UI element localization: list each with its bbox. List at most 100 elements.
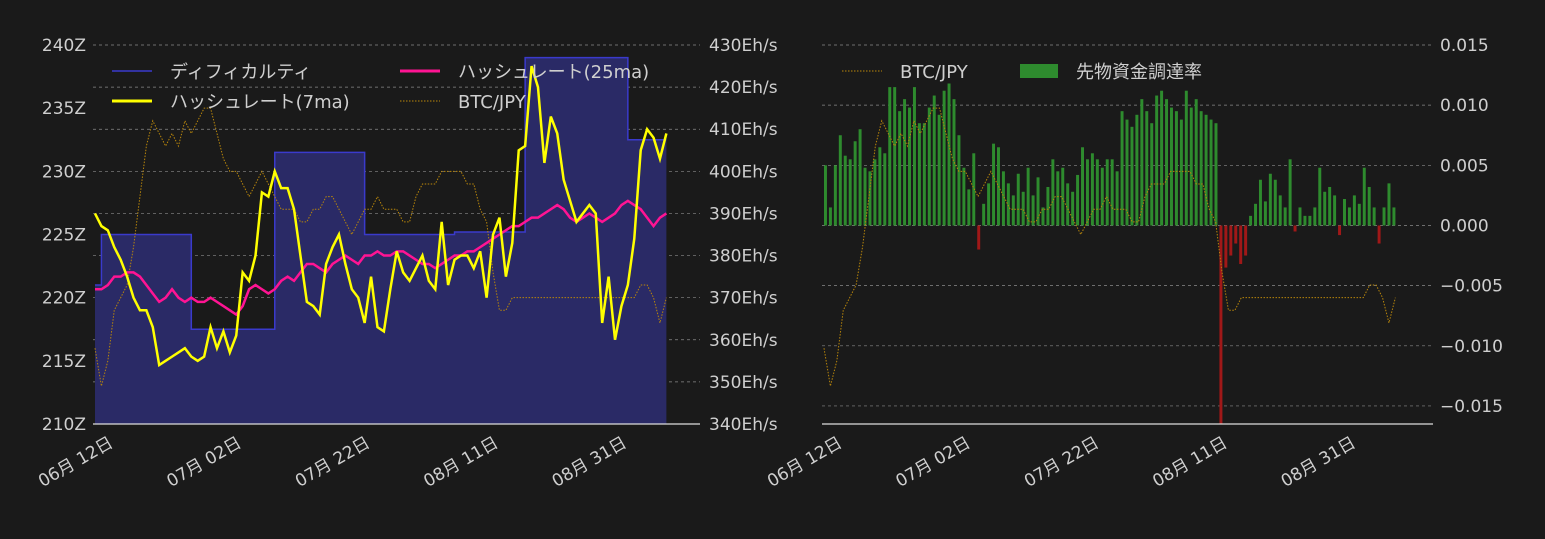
funding-bar (1105, 159, 1109, 226)
funding-bar (1031, 195, 1035, 226)
funding-bar (888, 87, 892, 226)
x-tick-label: 08月 31日 (1278, 433, 1360, 492)
legend-label-hash7: ハッシュレート(7ma) (170, 92, 350, 113)
funding-bar (1293, 225, 1297, 232)
hash25-line (95, 199, 668, 317)
funding-bar (1268, 173, 1272, 226)
y-tick-label: 0.005 (1440, 156, 1489, 176)
funding-bar (1298, 207, 1302, 226)
funding-bar (962, 167, 966, 226)
funding-bar (1036, 177, 1040, 226)
funding-bar (1066, 183, 1070, 226)
funding-bar (1071, 191, 1075, 226)
y-right-tick-label: 380Eh/s (709, 247, 778, 267)
y-left-tick-label: 215Z (42, 352, 86, 372)
funding-bar (1150, 123, 1154, 226)
funding-bar (833, 165, 837, 226)
funding-bar (903, 99, 907, 226)
funding-bar (1021, 191, 1025, 226)
funding-bar (1165, 99, 1169, 226)
funding-bar (1328, 186, 1332, 226)
funding-bar (863, 167, 867, 226)
y-right-tick-label: 390Eh/s (709, 204, 778, 224)
funding-bar (912, 87, 916, 226)
funding-bar (824, 165, 827, 226)
funding-bar (992, 143, 996, 226)
x-tick-label: 07月 22日 (1021, 433, 1103, 492)
funding-bar (927, 107, 931, 226)
funding-bar (1135, 114, 1139, 226)
funding-bar (1303, 215, 1307, 226)
funding-bar (1333, 195, 1337, 226)
funding-bar (1224, 225, 1228, 268)
funding-bar (967, 189, 971, 226)
funding-bar (848, 159, 852, 226)
funding-bar (1204, 114, 1208, 226)
y-left-tick-label: 220Z (42, 289, 86, 309)
funding-bar (1308, 215, 1312, 226)
funding-bar (868, 171, 872, 226)
y-tick-label: 0.010 (1440, 96, 1489, 116)
funding-bar (1011, 195, 1015, 226)
x-tick-label: 06月 12日 (35, 433, 117, 492)
x-tick-label: 07月 02日 (893, 433, 975, 492)
funding-bar (1387, 183, 1391, 226)
funding-bar (1115, 171, 1119, 226)
x-tick-label: 07月 22日 (292, 433, 374, 492)
funding-bar (1120, 111, 1124, 226)
funding-bar (893, 87, 897, 226)
funding-bar (898, 111, 902, 226)
funding-bar (1392, 207, 1396, 226)
funding-bar (922, 123, 926, 226)
funding-bar (982, 203, 986, 226)
x-tick-label: 08月 11日 (420, 433, 502, 492)
funding-bar (1199, 111, 1203, 226)
legend-label-funding: 先物資金調達率 (1076, 62, 1202, 83)
legend-label-difficulty: ディフィカルティ (170, 62, 311, 83)
funding-bar (1318, 167, 1322, 226)
y-left-tick-label: 240Z (42, 36, 86, 56)
y-left-tick-label: 230Z (42, 162, 86, 182)
funding-bar (1155, 95, 1159, 226)
funding-bar (1283, 207, 1287, 226)
y-left-tick-label: 225Z (42, 226, 86, 246)
funding-bar (947, 83, 951, 226)
x-tick-label: 07月 02日 (164, 433, 246, 492)
funding-bar (1323, 191, 1327, 226)
funding-bar (878, 147, 882, 226)
difficulty-area (95, 57, 667, 425)
funding-bar (942, 90, 946, 226)
funding-bar (1367, 186, 1371, 226)
difficulty-hashrate-chart: 340Eh/s 350Eh/s 360Eh/s 370Eh/s 380Eh/s 390Eh… (35, 36, 778, 492)
y-tick-label: −0.015 (1440, 397, 1503, 417)
funding-bar (1263, 201, 1267, 226)
funding-bar (1209, 119, 1213, 226)
funding-bar (957, 135, 961, 226)
funding-bar (1219, 225, 1223, 424)
funding-bar (1061, 167, 1065, 226)
funding-bar (1026, 167, 1030, 226)
legend-label-hash25: ハッシュレート(25ma) (458, 62, 649, 83)
y-right-tick-label: 430Eh/s (709, 36, 778, 56)
funding-bar (853, 141, 857, 226)
funding-bar (883, 153, 887, 226)
funding-bar (952, 99, 956, 226)
y-tick-label: 0.000 (1440, 216, 1489, 236)
funding-bar (858, 129, 862, 226)
x-tick-label: 08月 11日 (1149, 433, 1231, 492)
funding-bar (1160, 90, 1164, 226)
funding-bar (1194, 99, 1198, 226)
funding-bar (1081, 147, 1084, 226)
hash7-line (93, 65, 668, 368)
funding-bar (1357, 203, 1361, 226)
funding-bar (1130, 126, 1134, 226)
y-right-tick-label: 370Eh/s (709, 289, 778, 309)
funding-bar (1313, 207, 1317, 226)
y-right-tick-label: 410Eh/s (709, 120, 778, 140)
funding-bar (1239, 225, 1243, 264)
legend-swatch-funding (1020, 64, 1058, 78)
y-tick-label: 0.015 (1440, 36, 1489, 56)
funding-bar (972, 153, 976, 226)
